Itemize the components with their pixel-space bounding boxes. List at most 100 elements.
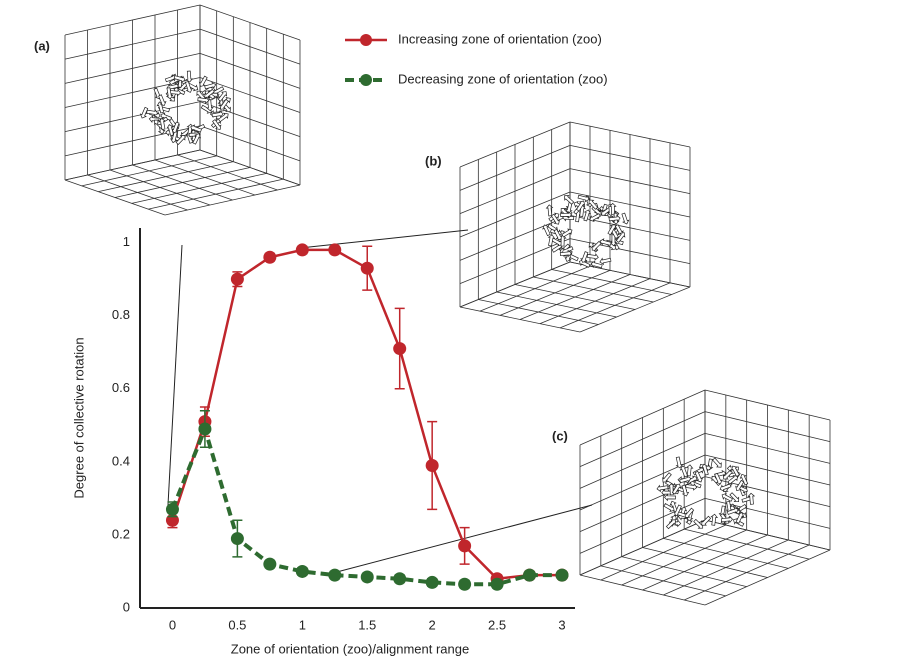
agent: [564, 195, 575, 205]
agent: [212, 119, 222, 130]
agent: [547, 234, 556, 247]
agent: [679, 465, 688, 478]
cube-grid: [569, 144, 691, 171]
agent: [739, 473, 749, 486]
point: [328, 568, 342, 582]
agent: [139, 106, 149, 119]
agent: [184, 81, 193, 93]
cube-grid: [109, 169, 211, 206]
cube-grid: [87, 174, 188, 211]
point: [490, 577, 504, 591]
cube-grid: [704, 389, 831, 421]
cube-grid: [148, 178, 284, 210]
agent: [730, 465, 740, 477]
agent: [735, 512, 745, 524]
point: [425, 459, 439, 472]
cube-grid: [704, 549, 831, 606]
agent: [729, 492, 740, 503]
cube-grid: [64, 28, 201, 60]
x-tick-label: 3: [558, 617, 565, 632]
agent: [559, 249, 572, 258]
y-axis-label: Degree of collective rotation: [71, 337, 86, 498]
agent: [662, 472, 672, 483]
agent: [588, 199, 599, 210]
agent: [701, 463, 709, 476]
x-tick-label: 2.5: [488, 617, 506, 632]
agent: [679, 475, 692, 484]
cube-grid: [459, 306, 581, 333]
agent: [701, 515, 712, 526]
agent: [583, 209, 592, 222]
agent: [723, 469, 733, 480]
legend-marker: [360, 74, 372, 86]
agent: [158, 117, 166, 130]
cube-grid: [496, 291, 617, 318]
point: [295, 243, 309, 257]
point: [263, 557, 277, 571]
point: [555, 568, 569, 582]
connector: [299, 229, 469, 249]
cube-grid: [459, 121, 571, 168]
series: [165, 409, 569, 591]
agent: [710, 513, 719, 526]
agent: [560, 211, 573, 219]
point: [295, 564, 309, 578]
agent: [561, 228, 573, 238]
agent: [663, 503, 675, 513]
y-tick-label: 0.2: [112, 526, 130, 541]
agent: [166, 124, 174, 136]
agent: [664, 493, 676, 502]
cube-grid: [559, 282, 671, 329]
point: [230, 532, 244, 546]
y-tick-label: 0.6: [112, 380, 130, 395]
agent: [219, 98, 229, 110]
cube-grid: [621, 556, 747, 588]
point: [263, 250, 277, 264]
agent: [727, 475, 738, 485]
cube-grid: [131, 172, 267, 204]
agent: [591, 240, 602, 251]
agent: [671, 483, 682, 495]
agent: [217, 112, 229, 123]
point: [360, 261, 374, 275]
agent: [586, 253, 599, 261]
line: [170, 422, 563, 587]
agent: [590, 260, 603, 269]
agent: [675, 456, 684, 469]
agent: [211, 110, 224, 118]
agent: [694, 470, 704, 483]
agent: [712, 457, 722, 468]
cube-grid: [199, 4, 301, 41]
agent: [165, 87, 174, 100]
cube-grid: [114, 167, 251, 198]
agent: [681, 484, 690, 497]
agent: [721, 515, 734, 524]
cube-grid: [579, 286, 691, 333]
agent: [721, 493, 733, 502]
y-tick-label: 0.8: [112, 307, 130, 322]
agent: [685, 483, 698, 491]
agent: [714, 472, 723, 485]
agent: [615, 232, 626, 243]
agent: [545, 204, 554, 217]
plot: 0 0.2 0.4 0.6 0.8 1 0 0.5 1 1.5 2 2.5 3 Increasing zo…: [112, 31, 608, 632]
cube-grid: [600, 565, 726, 597]
cube-grid: [164, 184, 301, 216]
cube-grid: [459, 144, 571, 191]
agent: [192, 133, 202, 145]
agent: [565, 201, 573, 214]
agent: [171, 121, 180, 134]
agent: [204, 81, 217, 90]
agent: [607, 224, 617, 236]
point: [328, 243, 342, 257]
agent: [217, 91, 228, 102]
cube-grid: [199, 28, 301, 65]
point: [360, 570, 374, 584]
agent: [656, 484, 669, 493]
cube-grid: [579, 411, 706, 468]
agent: [204, 88, 215, 99]
agent: [599, 257, 612, 266]
agent: [589, 213, 601, 222]
point: [165, 502, 179, 516]
agent: [577, 194, 590, 203]
